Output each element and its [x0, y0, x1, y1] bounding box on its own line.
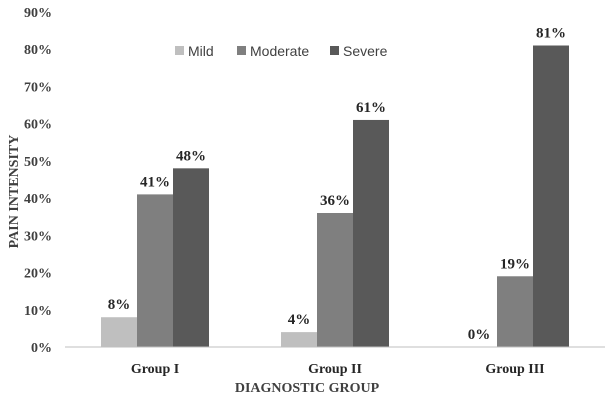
- x-tick-label: Group II: [308, 362, 362, 377]
- y-tick-label: 0%: [31, 341, 52, 356]
- legend-label: Moderate: [250, 43, 309, 59]
- y-tick-label: 60%: [24, 118, 52, 133]
- legend-item-severe: Severe: [330, 43, 388, 59]
- data-label: 81%: [536, 26, 566, 42]
- legend: Mild Moderate Severe: [175, 43, 388, 59]
- bar-moderate-2: [317, 213, 353, 347]
- y-axis-ticks: 0% 10% 20% 30% 40% 50% 60% 70% 80% 90%: [24, 6, 52, 356]
- data-label: 0%: [468, 327, 491, 343]
- x-tick-label: Group III: [485, 362, 544, 377]
- data-labels: 8% 41% 48% 4% 36% 61% 0% 19% 81%: [108, 26, 566, 344]
- y-tick-label: 80%: [24, 43, 52, 58]
- bar-mild-2: [281, 332, 317, 347]
- legend-item-mild: Mild: [175, 43, 214, 59]
- legend-item-moderate: Moderate: [237, 43, 309, 59]
- bar-severe-2: [353, 119, 389, 347]
- x-axis-categories: Group I Group II Group III: [131, 362, 545, 377]
- bar-severe-1: [173, 168, 209, 347]
- y-tick-label: 10%: [24, 304, 52, 319]
- bar-mild-1: [101, 317, 137, 347]
- legend-label: Severe: [343, 43, 388, 59]
- y-tick-label: 40%: [24, 192, 52, 207]
- bar-severe-3: [533, 45, 569, 347]
- legend-swatch: [237, 46, 246, 55]
- y-axis-title: PAIN INTENSITY: [7, 135, 22, 249]
- data-label: 4%: [288, 312, 311, 328]
- legend-swatch: [330, 46, 339, 55]
- data-label: 19%: [500, 256, 530, 272]
- bar-moderate-3: [497, 276, 533, 347]
- bars: [101, 45, 569, 347]
- y-tick-label: 70%: [24, 80, 52, 95]
- data-label: 48%: [176, 148, 206, 164]
- data-label: 36%: [320, 193, 350, 209]
- legend-label: Mild: [188, 43, 214, 59]
- x-axis-title: DIAGNOSTIC GROUP: [235, 381, 380, 396]
- y-tick-label: 50%: [24, 155, 52, 170]
- y-tick-label: 30%: [24, 229, 52, 244]
- data-label: 41%: [140, 174, 170, 190]
- legend-swatch: [175, 46, 184, 55]
- bar-moderate-1: [137, 194, 173, 347]
- data-label: 61%: [356, 100, 386, 116]
- y-tick-label: 20%: [24, 267, 52, 282]
- x-tick-label: Group I: [131, 362, 179, 377]
- y-tick-label: 90%: [24, 6, 52, 21]
- data-label: 8%: [108, 297, 131, 313]
